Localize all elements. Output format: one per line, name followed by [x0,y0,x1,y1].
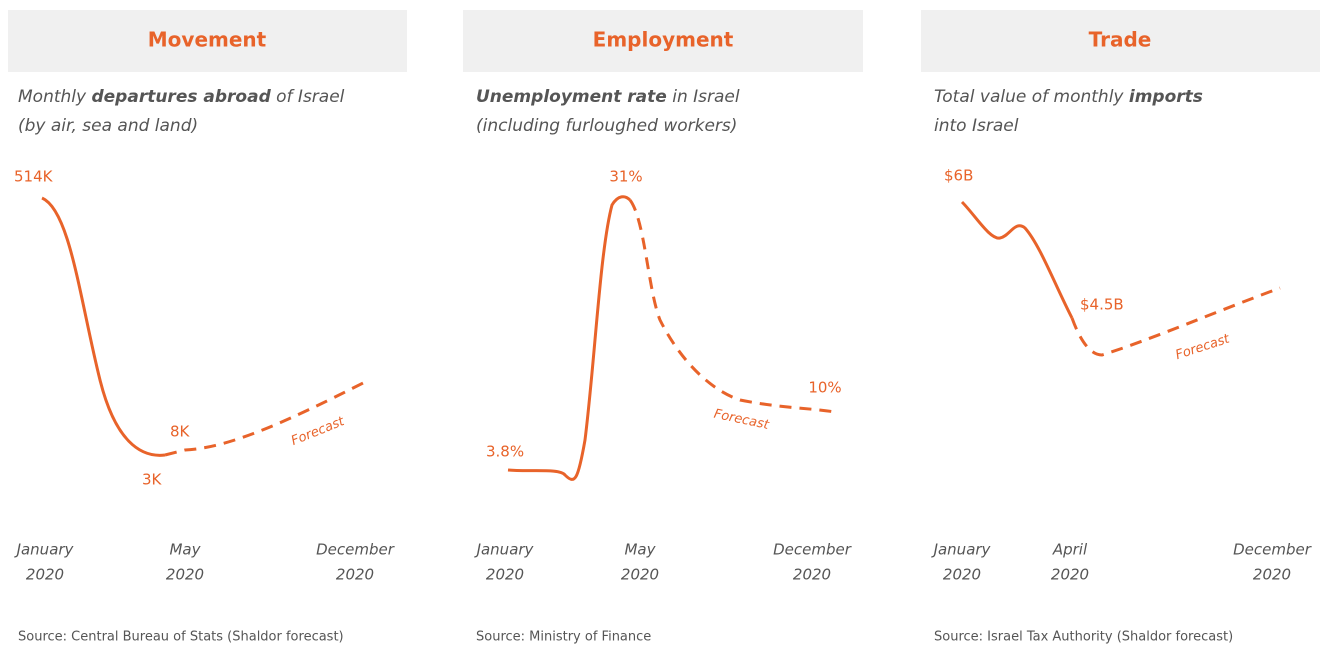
x-label: December [1233,541,1312,559]
point-label: 10% [808,379,841,397]
x-label: 2020 [336,566,374,584]
point-label: 3K [142,471,163,489]
x-label: December [316,541,395,559]
subtitle: Total value of monthly imports [934,87,1203,107]
forecast-curve [628,199,836,414]
forecast-curve [164,380,366,457]
x-label: January [474,541,535,559]
forecast-label: Forecast [712,407,771,433]
x-label: January [14,541,75,559]
x-label: 2020 [1051,566,1089,584]
source: Source: Central Bureau of Stats (Shaldor… [18,630,344,645]
point-label: 8K [170,423,191,441]
subtitle: (by air, sea and land) [18,116,198,136]
panel-title: Trade [1089,28,1152,52]
panel-title: Movement [148,28,267,52]
forecast-label: Forecast [289,414,347,449]
x-label: 2020 [486,566,524,584]
x-label: 2020 [621,566,659,584]
forecast-curve [1070,286,1281,357]
point-label: $4.5B [1080,296,1124,314]
header-bar [463,10,863,72]
curve [41,196,166,457]
point-label: 514K [14,168,54,186]
x-label: 2020 [943,566,981,584]
forecast-label: Forecast [1174,331,1233,363]
x-label: December [773,541,852,559]
header-bar [921,10,1320,72]
curve [960,200,1074,319]
x-label: May [624,541,656,559]
x-label: 2020 [26,566,64,584]
curve [507,195,632,481]
source: Source: Israel Tax Authority (Shaldor fo… [934,630,1233,645]
subtitle: Unemployment rate in Israel [476,87,740,107]
panel-title: Employment [593,28,734,52]
x-label: January [931,541,992,559]
subtitle: into Israel [934,116,1019,136]
x-label: May [169,541,201,559]
point-label: 31% [609,168,642,186]
point-label: 3.8% [486,443,524,461]
x-label: April [1052,541,1088,559]
subtitle: Monthly departures abroad of Israel [18,87,345,107]
subtitle: (including furloughed workers) [476,116,737,136]
point-label: $6B [944,167,973,185]
x-label: 2020 [166,566,204,584]
source: Source: Ministry of Finance [476,630,651,645]
x-label: 2020 [793,566,831,584]
header-bar [8,10,407,72]
x-label: 2020 [1253,566,1291,584]
